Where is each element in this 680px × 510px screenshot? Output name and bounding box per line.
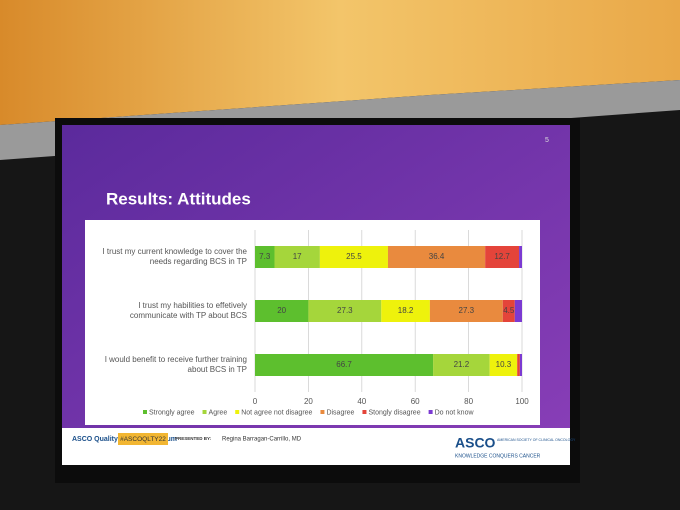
bar-segment (502, 300, 515, 322)
logo: ASCO (455, 435, 496, 451)
bar-segment (517, 354, 520, 376)
value-label: 27.3 (337, 306, 353, 315)
hashtag: #ASCOQLTY22 (120, 436, 166, 443)
x-tick-label: 0 (253, 397, 258, 406)
value-label: 25.5 (346, 252, 362, 261)
category-label: I trust my habilities to effetively comm… (129, 301, 247, 320)
bar-segment (255, 246, 275, 268)
legend-swatch (428, 410, 433, 414)
value-label: 27.3 (459, 306, 475, 315)
page-number: 5 (545, 137, 549, 144)
chart-title: Results: Attitudes (106, 189, 251, 208)
x-tick-label: 80 (464, 397, 473, 406)
presented-by: PRESENTED BY: (175, 436, 212, 441)
legend-label: Strongly agree (149, 409, 195, 416)
bar-segment (485, 246, 520, 268)
value-label: 21.2 (454, 360, 470, 369)
legend-swatch (362, 410, 367, 414)
legend-swatch (143, 410, 147, 414)
legend-label: Disagree (326, 409, 354, 416)
bar-segment (255, 300, 309, 322)
bar-segment (429, 300, 503, 322)
value-label: 18.2 (398, 306, 414, 315)
legend-swatch (235, 410, 240, 414)
legend-swatch (202, 410, 207, 414)
value-label: 20 (277, 306, 286, 315)
bar-segment (274, 246, 320, 268)
legend-label: Do not know (435, 409, 475, 416)
value-label: 17 (293, 252, 302, 261)
legend-label: Not agree not disagree (241, 409, 312, 416)
x-tick-label: 20 (304, 397, 313, 406)
category-label: I trust my current knowledge to cover th… (102, 247, 247, 266)
bar-segment (255, 354, 434, 376)
x-tick-label: 40 (357, 397, 366, 406)
presenter: Regina Barragan-Carrillo, MD (222, 437, 302, 443)
legend-label: Stongly disagree (368, 409, 420, 416)
ceiling (0, 0, 680, 125)
bar-segment (319, 246, 388, 268)
category-label: I would benefit to receive further train… (104, 355, 247, 374)
bar-segment (514, 300, 522, 322)
value-label: 12.7 (494, 252, 510, 261)
x-tick-label: 100 (515, 397, 529, 406)
x-tick-label: 60 (411, 397, 420, 406)
bar-segment (489, 354, 518, 376)
bar-segment (519, 246, 522, 268)
legend-label: Agree (209, 409, 228, 416)
society: AMERICAN SOCIETY OF CLINICAL ONCOLOGY (497, 438, 576, 442)
value-label: 10.3 (496, 360, 512, 369)
bar-segment (519, 354, 522, 376)
bar-segment (381, 300, 430, 322)
value-label: 4.5 (503, 306, 515, 315)
bar-segment (433, 354, 490, 376)
value-label: 36.4 (429, 252, 445, 261)
tagline: KNOWLEDGE CONQUERS CANCER (455, 453, 541, 459)
value-label: 66.7 (336, 360, 352, 369)
value-label: 7.3 (259, 252, 271, 261)
bar-segment (308, 300, 382, 322)
legend-swatch (320, 410, 325, 414)
bar-segment (387, 246, 486, 268)
hashtag-box (118, 433, 168, 445)
